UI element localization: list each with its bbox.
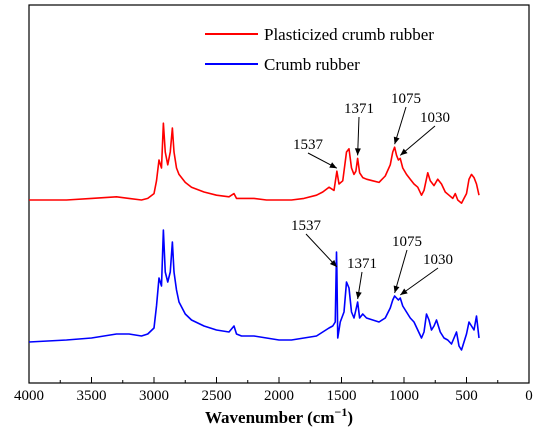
peak-label: 1030 [420, 110, 450, 126]
x-tick-label: 2000 [264, 388, 294, 404]
x-axis-title: Wavenumber (cm−1) [205, 405, 353, 427]
peak-arrowhead [354, 148, 361, 156]
legend-label-crumb: Crumb rubber [264, 55, 360, 74]
peak-label: 1075 [392, 234, 422, 250]
x-tick-label: 3000 [139, 388, 169, 404]
peak-label: 1371 [344, 101, 374, 117]
peak-arrowhead [355, 291, 362, 299]
peak-arrowhead [329, 259, 337, 267]
peak-label: 1030 [423, 252, 453, 268]
series-line-crumb-rubber [28, 229, 480, 351]
peak-arrowhead [400, 288, 408, 295]
peak-arrow [399, 267, 439, 296]
peak-arrow [399, 125, 436, 156]
peak-label: 1075 [391, 91, 421, 107]
x-axis-title-suffix: ) [347, 408, 353, 427]
legend-label-plasticized: Plasticized crumb rubber [264, 25, 434, 44]
peak-arrowhead [329, 162, 337, 169]
legend: Plasticized crumb rubber Crumb rubber [205, 25, 434, 74]
x-tick-label: 1000 [389, 388, 419, 404]
peak-arrowhead [393, 285, 400, 293]
series-layer [28, 122, 480, 351]
peak-arrow [394, 249, 408, 294]
peak-arrowhead [393, 136, 400, 145]
peak-label: 1537 [293, 137, 324, 153]
peak-label: 1371 [347, 256, 377, 272]
x-tick-label: 1500 [327, 388, 357, 404]
x-tick-label: 3500 [77, 388, 107, 404]
x-axis-title-main: Wavenumber (cm [205, 408, 335, 427]
x-axis-title-sup: −1 [335, 405, 348, 419]
x-tick-label: 2500 [202, 388, 232, 404]
x-tick-label: 500 [455, 388, 478, 404]
series-line-plasticized-crumb-rubber [29, 122, 480, 204]
peak-label: 1537 [291, 218, 322, 234]
x-axis-ticks: 4000 3500 3000 2500 2000 1500 1000 500 0 [14, 377, 533, 404]
x-tick-label: 0 [525, 388, 533, 404]
x-tick-label: 4000 [14, 388, 44, 404]
peak-arrowhead [400, 148, 408, 156]
peak-arrow [305, 233, 338, 268]
